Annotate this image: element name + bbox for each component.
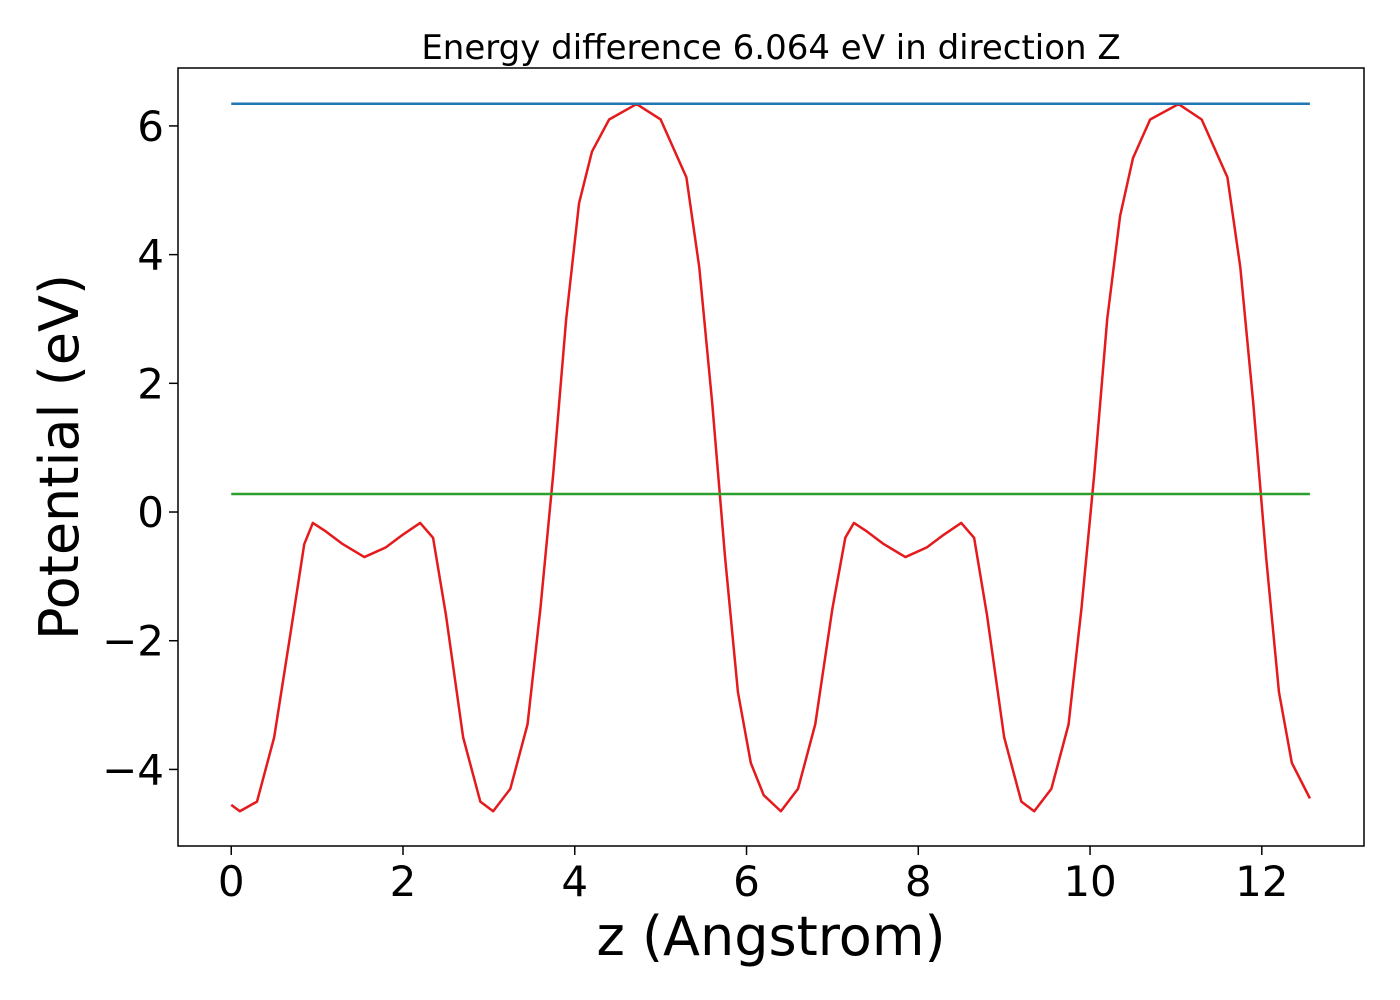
x-tick-label: 12 [1235,857,1288,906]
y-tick-label: 6 [137,102,164,151]
plot-frame [177,67,1365,847]
y-tick-label: 0 [137,488,164,537]
y-tick-label: −2 [102,617,164,666]
y-axis-label: Potential (eV) [28,274,91,640]
line-series [230,102,1312,813]
y-tick-label: 4 [137,231,164,280]
x-tick-label: 6 [733,857,760,906]
x-axis-label: z (Angstrom) [596,905,945,968]
x-tick-label: 0 [218,857,245,906]
chart-title: Energy difference 6.064 eV in direction … [421,28,1120,68]
x-tick-label: 2 [390,857,417,906]
x-tick-label: 8 [905,857,932,906]
x-tick-label: 4 [561,857,588,906]
x-tick-label: 10 [1063,857,1116,906]
y-tick-label: 2 [137,359,164,408]
y-tick-label: −4 [102,745,164,794]
